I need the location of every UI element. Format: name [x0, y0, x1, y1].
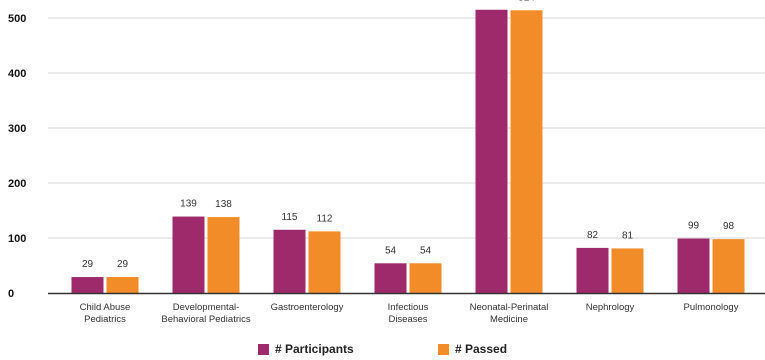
data-label: 514	[518, 0, 535, 3]
x-tick-label: Child Abuse Pediatrics	[80, 302, 131, 325]
bar	[712, 239, 745, 293]
bar	[172, 216, 205, 293]
data-label: 29	[117, 259, 129, 270]
bar-chart: 0 100 200 300 400 500 29 29 139 138 115 112 54 54 515…	[8, 0, 765, 325]
data-label: 81	[622, 230, 634, 241]
x-axis: Child Abuse Pediatrics Developmental-Behav…	[48, 292, 765, 325]
bar	[611, 248, 644, 293]
y-tick-label: 0	[8, 288, 14, 300]
bar	[677, 238, 710, 293]
x-tick-label: Neonatal-Perinatal Medicine	[470, 302, 549, 325]
y-tick-label: 300	[8, 123, 26, 135]
x-tick-label: Gastroenterology	[271, 302, 344, 313]
x-tick-label: Infectious Diseases	[388, 302, 429, 325]
bar	[510, 10, 543, 294]
legend-item-participants: # Participants	[258, 342, 354, 356]
bar	[207, 217, 240, 293]
bar	[308, 231, 341, 293]
y-tick-label: 500	[8, 13, 26, 25]
data-label: 112	[317, 213, 333, 224]
bar	[475, 9, 508, 293]
gridlines	[48, 17, 765, 239]
data-label: 115	[282, 212, 298, 223]
x-tick-label: Nephrology	[586, 302, 635, 313]
data-label: 54	[420, 245, 432, 256]
bar	[106, 277, 139, 293]
bar	[71, 277, 104, 293]
y-tick-label: 200	[8, 178, 26, 190]
data-label: 82	[587, 230, 599, 241]
x-tick-label: Developmental-Behavioral Pediatrics	[161, 302, 250, 325]
data-label: 98	[723, 221, 735, 232]
data-label: 139	[180, 199, 197, 210]
bars	[71, 9, 745, 294]
legend-item-passed: # Passed	[438, 342, 507, 356]
y-axis: 0 100 200 300 400 500	[8, 13, 26, 300]
legend-swatch-participants	[258, 343, 269, 355]
x-tick-label: Pulmonology	[684, 302, 739, 313]
y-tick-label: 400	[8, 68, 26, 80]
data-label: 138	[215, 199, 232, 210]
legend-label-passed: # Passed	[455, 342, 508, 356]
bar	[576, 247, 609, 293]
data-label: 515	[483, 0, 500, 3]
legend: # Participants # Passed	[0, 342, 765, 360]
data-label: 29	[82, 259, 94, 270]
bar	[374, 263, 407, 293]
data-label: 99	[688, 221, 700, 232]
data-label: 54	[385, 245, 397, 256]
legend-label-participants: # Participants	[275, 342, 354, 356]
bar	[273, 229, 306, 293]
data-labels: 29 29 139 138 115 112 54 54 515 514 82 81 99 98	[82, 0, 735, 270]
legend-swatch-passed	[438, 343, 449, 355]
y-tick-label: 100	[8, 233, 26, 245]
bar	[409, 263, 442, 293]
